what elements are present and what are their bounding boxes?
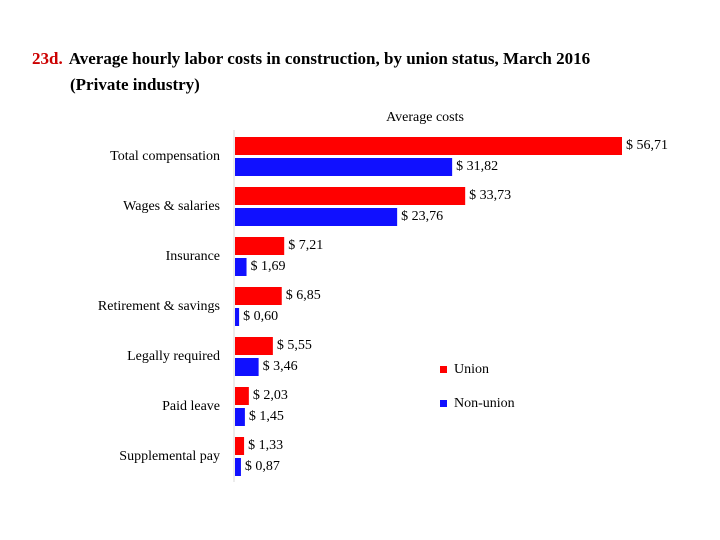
legend-swatch [440,366,447,373]
value-label: $ 3,46 [263,359,298,374]
value-label: $ 6,85 [286,288,321,303]
y-tick-label: Supplemental pay [119,449,220,464]
value-label: $ 1,69 [251,259,286,274]
y-tick-label: Total compensation [110,149,220,164]
bar [235,437,245,455]
chart-title: 23d. Average hourly labor costs in constr… [32,49,590,68]
value-label: $ 7,21 [288,238,323,253]
bar [235,237,285,255]
legend-swatch [440,400,447,407]
legend-label: Union [454,362,489,377]
value-label: $ 33,73 [469,188,511,203]
bar [235,287,282,305]
y-tick-label: Legally required [127,349,220,364]
value-label: $ 23,76 [401,209,443,224]
value-label: $ 56,71 [626,138,668,153]
axis-title: Average costs [386,110,464,125]
value-label: $ 0,60 [243,309,278,324]
bar [235,458,241,476]
y-tick-label: Insurance [166,249,220,264]
bar [235,137,622,155]
bar [235,308,240,326]
value-label: $ 1,33 [248,438,283,453]
bar [235,258,247,276]
value-label: $ 0,87 [245,459,280,474]
bar [235,408,245,426]
bar [235,187,466,205]
bar [235,208,398,226]
title-number: 23d. [32,49,63,68]
value-label: $ 1,45 [249,409,284,424]
bar [235,158,453,176]
bar [235,337,273,355]
y-tick-label: Wages & salaries [123,199,220,214]
y-tick-label: Retirement & savings [98,299,220,314]
y-tick-label: Paid leave [162,399,220,414]
value-label: $ 2,03 [253,388,288,403]
title-line: (Private industry) [70,75,200,94]
bar [235,387,249,405]
legend-label: Non-union [454,396,515,411]
title-line: Average hourly labor costs in constructi… [69,49,590,68]
bar [235,358,259,376]
value-label: $ 5,55 [277,338,312,353]
value-label: $ 31,82 [456,159,498,174]
